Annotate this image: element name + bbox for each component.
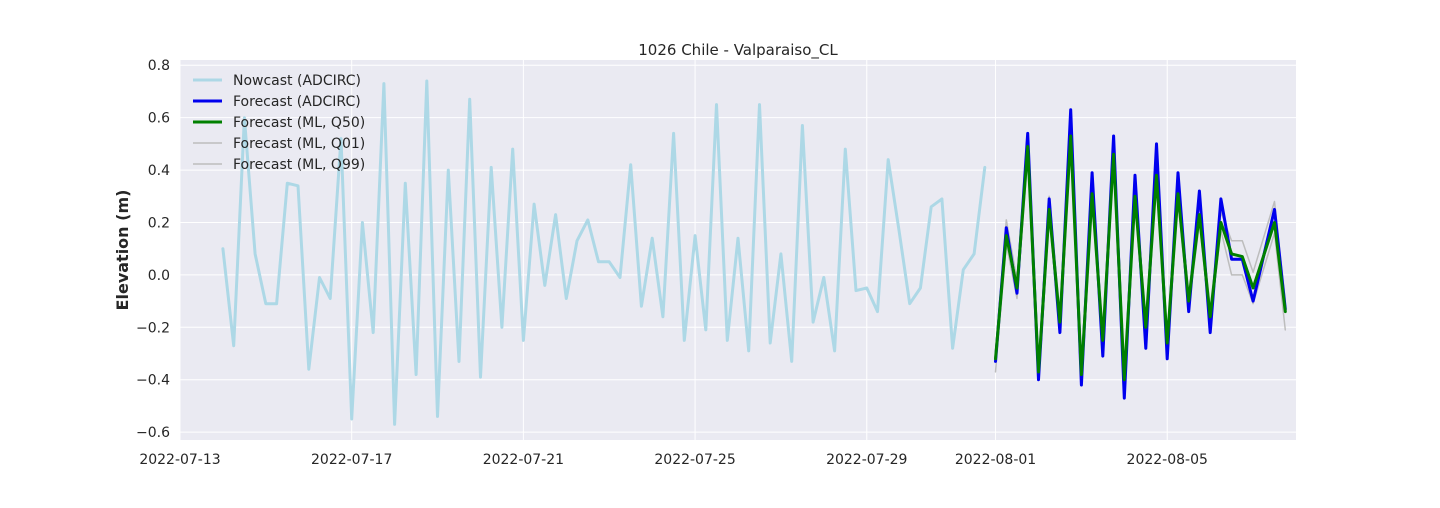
- y-tick-label: 0.8: [148, 58, 170, 74]
- x-tick-label: 2022-07-21: [483, 452, 564, 468]
- x-tick-label: 2022-08-05: [1127, 452, 1208, 468]
- x-tick-label: 2022-07-29: [826, 452, 907, 468]
- legend-label: Forecast (ADCIRC): [233, 94, 361, 110]
- y-tick-label: 0.2: [148, 215, 170, 231]
- y-tick-label: −0.6: [136, 425, 170, 441]
- legend-label: Forecast (ML, Q50): [233, 115, 365, 131]
- y-tick-label: 0.0: [148, 268, 170, 284]
- legend: Nowcast (ADCIRC) Forecast (ADCIRC) Forecas…: [193, 73, 365, 173]
- y-tick-label: 0.4: [148, 163, 170, 179]
- legend-label: Nowcast (ADCIRC): [233, 73, 361, 89]
- legend-label: Forecast (ML, Q99): [233, 157, 365, 173]
- x-tick-label: 2022-07-17: [311, 452, 392, 468]
- y-tick-label: 0.6: [148, 111, 170, 127]
- y-axis-label: Elevation (m): [113, 190, 132, 311]
- x-tick-label: 2022-08-01: [955, 452, 1036, 468]
- x-tick-label: 2022-07-13: [139, 452, 220, 468]
- y-axis-ticks: −0.6 −0.4 −0.2 0.0 0.2 0.4 0.6 0.8: [136, 58, 170, 441]
- y-tick-label: −0.2: [136, 320, 170, 336]
- y-tick-label: −0.4: [136, 373, 170, 389]
- series-line-1: [221, 79, 987, 426]
- x-tick-label: 2022-07-25: [654, 452, 735, 468]
- chart-title: 1026 Chile - Valparaiso_CL: [638, 41, 838, 60]
- series-line-3: [994, 134, 1287, 382]
- x-axis-ticks: 2022-07-13 2022-07-17 2022-07-21 2022-07-25…: [139, 452, 1208, 468]
- series-lines: [221, 79, 1287, 426]
- legend-label: Forecast (ML, Q01): [233, 136, 365, 152]
